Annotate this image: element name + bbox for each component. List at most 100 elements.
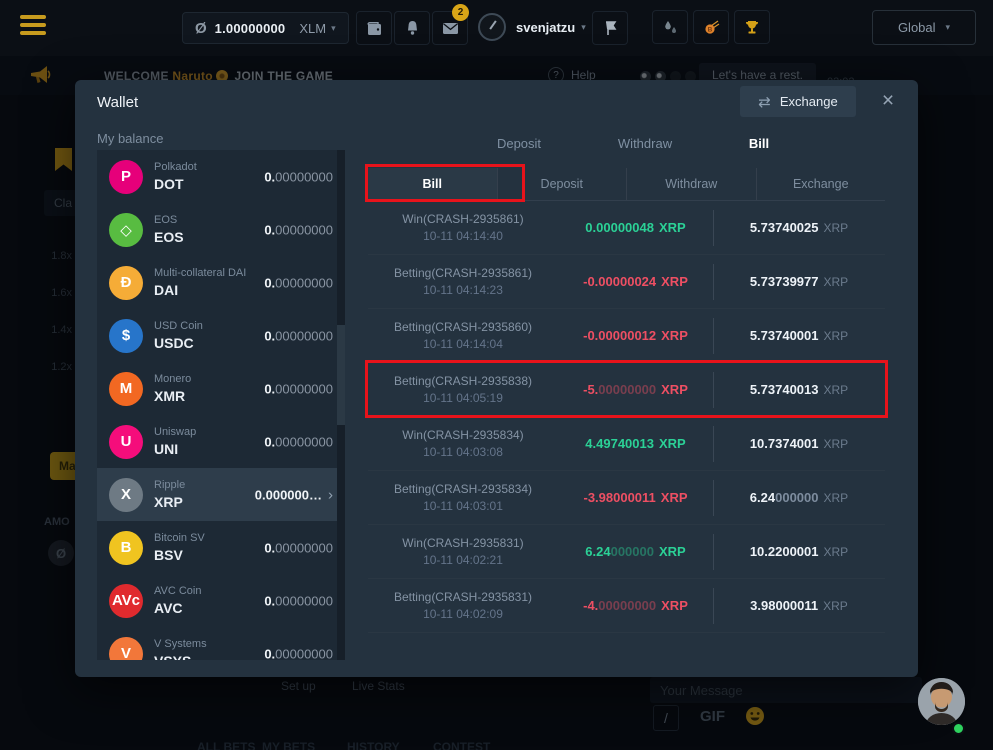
currency-coin-icon: $ — [109, 318, 143, 353]
currency-glyph: ◇ — [120, 221, 132, 239]
top-bar: Ø 1.00000000 XLM ▾ 2 svenjatzu ▾ — [0, 0, 993, 56]
transaction-list: Win(CRASH-2935861) 10-11 04:14:40 0.0000… — [368, 201, 885, 633]
welcome-message: WELCOME Naruto JOIN THE GAME — [104, 69, 333, 83]
subtab-bill[interactable]: Bill — [368, 168, 498, 200]
transaction-amount: -3.98000011 XRP — [583, 489, 688, 505]
currency-ticker: AVC — [154, 600, 183, 616]
region-select-value: Global — [897, 20, 936, 35]
tab-contest[interactable]: CONTEST — [433, 740, 491, 750]
wallet-modal: Wallet ⇄ Exchange × My balance P Polkado… — [75, 80, 918, 677]
chat-message-input[interactable] — [650, 677, 922, 703]
notifications-button[interactable] — [394, 11, 430, 45]
currency-coin-icon: AVc — [109, 583, 143, 618]
currency-list: P Polkadot DOT 0.00000000› ◇ EOS EOS 0.0… — [97, 150, 345, 660]
chart-axis-label: 1.8x — [51, 250, 72, 262]
currency-coin-icon: ◇ — [109, 212, 143, 247]
tab-live-stats[interactable]: Live Stats — [352, 679, 405, 693]
currency-coin-icon: U — [109, 424, 143, 459]
currency-glyph: U — [120, 433, 132, 450]
transaction-row: Betting(CRASH-2935860) 10-11 04:14:04 -0… — [368, 309, 885, 363]
transaction-time: 10-11 04:14:04 — [423, 337, 503, 351]
region-select[interactable]: Global ▾ — [872, 10, 976, 45]
contest-button[interactable] — [734, 10, 770, 44]
transaction-amount: 0.00000048 XRP — [585, 219, 686, 235]
currency-row[interactable]: X Ripple XRP 0.000000… › — [97, 468, 345, 521]
tab-withdraw[interactable]: Withdraw — [617, 136, 673, 151]
svg-text:B: B — [707, 26, 712, 33]
currency-row[interactable]: P Polkadot DOT 0.00000000› — [97, 150, 345, 203]
exchange-button-label: Exchange — [779, 94, 838, 109]
currency-glyph: P — [120, 168, 131, 185]
currency-row[interactable]: $ USD Coin USDC 0.00000000› — [97, 309, 345, 362]
currency-balance: 0.00000000› — [264, 593, 333, 608]
gif-button[interactable]: GIF — [700, 708, 725, 725]
transaction-row: Betting(CRASH-2935834) 10-11 04:03:01 -3… — [368, 471, 885, 525]
flag-button[interactable] — [592, 11, 628, 45]
wallet-icon — [366, 21, 381, 35]
user-avatar[interactable] — [478, 13, 506, 41]
fireball-button[interactable]: B — [693, 10, 729, 44]
currency-row[interactable]: B Bitcoin SV BSV 0.00000000› — [97, 521, 345, 574]
currency-name: AVC Coin — [154, 585, 202, 597]
chart-axis-label: 1.6x — [51, 287, 72, 299]
currency-balance: 0.00000000› — [264, 540, 333, 555]
currency-row[interactable]: U Uniswap UNI 0.00000000› — [97, 415, 345, 468]
currency-name: Ripple — [154, 479, 186, 491]
spectator-avatar-icon — [640, 71, 651, 82]
transaction-type: Win(CRASH-2935831) — [402, 536, 524, 550]
chart-axis-label: 1.4x — [51, 324, 72, 336]
column-divider — [713, 372, 714, 408]
currency-row[interactable]: M Monero XMR 0.00000000› — [97, 362, 345, 415]
currency-glyph: AVc — [111, 592, 141, 609]
tab-my-bets[interactable]: MY BETS — [262, 740, 316, 750]
scrollbar-thumb[interactable] — [337, 325, 345, 425]
currency-ticker: UNI — [154, 441, 179, 457]
tab-all-bets[interactable]: ALL BETS — [197, 740, 256, 750]
caret-down-icon: ▾ — [945, 22, 951, 32]
transaction-row: Betting(CRASH-2935831) 10-11 04:02:09 -4… — [368, 579, 885, 633]
subtab-exchange[interactable]: Exchange — [792, 177, 849, 191]
transaction-type: Win(CRASH-2935834) — [402, 428, 524, 442]
transaction-type: Betting(CRASH-2935860) — [393, 320, 533, 334]
tab-set-up[interactable]: Set up — [281, 679, 316, 693]
rain-button[interactable] — [652, 10, 688, 44]
exchange-button[interactable]: ⇄ Exchange — [740, 86, 856, 117]
currency-glyph: V — [120, 645, 131, 660]
balance-pill[interactable]: Ø 1.00000000 XLM ▾ — [182, 12, 349, 44]
tab-deposit[interactable]: Deposit — [496, 136, 542, 151]
my-balance-label: My balance — [97, 131, 164, 146]
transaction-amount: -0.00000012 XRP — [583, 327, 688, 343]
currency-name: USD Coin — [154, 320, 203, 332]
close-icon[interactable]: × — [881, 89, 895, 112]
currency-row[interactable]: AVc AVC Coin AVC 0.00000000› — [97, 574, 345, 627]
tab-history[interactable]: HISTORY — [347, 740, 400, 750]
currency-glyph: $ — [121, 327, 131, 344]
transaction-row: Win(CRASH-2935834) 10-11 04:03:08 4.4974… — [368, 417, 885, 471]
chat-user-avatar[interactable] — [918, 678, 965, 725]
transaction-time: 10-11 04:02:09 — [423, 607, 503, 621]
transaction-time: 10-11 04:14:40 — [423, 229, 503, 243]
menu-icon[interactable] — [20, 15, 46, 41]
mail-button[interactable] — [432, 11, 468, 45]
column-divider — [713, 588, 714, 624]
wallet-button[interactable] — [356, 11, 392, 45]
subtab-deposit[interactable]: Deposit — [498, 168, 627, 200]
currency-select[interactable]: XLM ▾ — [299, 21, 335, 36]
subtab-withdraw[interactable]: Withdraw — [627, 168, 757, 200]
user-menu[interactable]: svenjatzu ▾ — [516, 20, 586, 35]
currency-row[interactable]: Ð Multi-collateral DAI DAI 0.00000000› — [97, 256, 345, 309]
online-status-dot — [952, 722, 965, 735]
transaction-balance: 5.73739977 XRP — [749, 273, 849, 289]
chat-command-button[interactable]: / — [653, 705, 679, 731]
tab-bill[interactable]: Bill — [748, 136, 770, 151]
transaction-balance: 5.73740025 XRP — [749, 219, 849, 235]
currency-row[interactable]: ◇ EOS EOS 0.00000000› — [97, 203, 345, 256]
currency-ticker: DAI — [154, 282, 179, 298]
transaction-time: 10-11 04:02:21 — [423, 553, 503, 567]
currency-row[interactable]: V V Systems VSYS 0.00000000› — [97, 627, 345, 660]
spectator-avatar-icon — [655, 71, 666, 82]
amount-label: AMO — [44, 516, 70, 528]
welcome-name: Naruto — [172, 69, 213, 83]
emoji-button[interactable] — [745, 706, 765, 726]
